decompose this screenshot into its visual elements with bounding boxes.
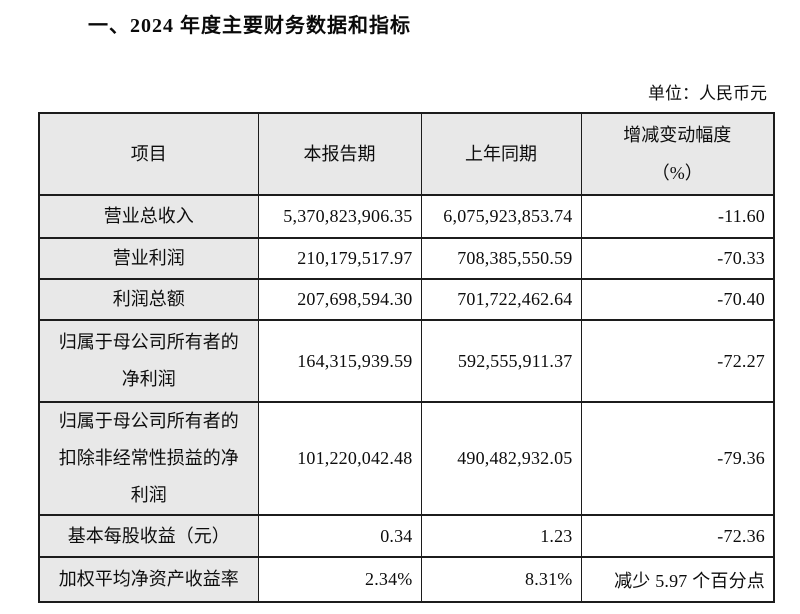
cell-item: 营业利润 <box>38 237 259 280</box>
cell-item: 归属于母公司所有者的 净利润 <box>38 319 259 403</box>
table-row: 加权平均净资产收益率 2.34% 8.31% 减少 5.97 个百分点 <box>38 556 775 603</box>
cell-item: 营业总收入 <box>38 194 259 239</box>
cell-change: -70.40 <box>580 278 775 321</box>
cell-change: -72.36 <box>580 514 775 558</box>
cell-prior-year: 1.23 <box>420 514 582 558</box>
table-row: 利润总额 207,698,594.30 701,722,462.64 -70.4… <box>38 278 775 321</box>
cell-prior-year: 708,385,550.59 <box>420 237 582 280</box>
cell-change: -79.36 <box>580 401 775 516</box>
cell-prior-year: 592,555,911.37 <box>420 319 582 403</box>
cell-prior-year: 8.31% <box>420 556 582 603</box>
cell-change: -11.60 <box>580 194 775 239</box>
table-row: 基本每股收益（元） 0.34 1.23 -72.36 <box>38 514 775 558</box>
cell-prior-year: 6,075,923,853.74 <box>420 194 582 239</box>
cell-change: -72.27 <box>580 319 775 403</box>
cell-current-period: 101,220,042.48 <box>257 401 422 516</box>
table-row: 归属于母公司所有者的 扣除非经常性损益的净 利润 101,220,042.48 … <box>38 401 775 516</box>
table-row: 归属于母公司所有者的 净利润 164,315,939.59 592,555,91… <box>38 319 775 403</box>
cell-item: 加权平均净资产收益率 <box>38 556 259 603</box>
header-change-pct: 增减变动幅度 （%） <box>580 112 775 196</box>
section-title: 一、2024 年度主要财务数据和指标 <box>88 15 411 37</box>
cell-current-period: 210,179,517.97 <box>257 237 422 280</box>
cell-prior-year: 490,482,932.05 <box>420 401 582 516</box>
cell-current-period: 5,370,823,906.35 <box>257 194 422 239</box>
cell-current-period: 207,698,594.30 <box>257 278 422 321</box>
table-header-row: 项目 本报告期 上年同期 增减变动幅度 （%） <box>38 112 775 196</box>
header-prior-year: 上年同期 <box>420 112 582 196</box>
unit-label: 单位：人民币元 <box>648 84 767 103</box>
cell-prior-year: 701,722,462.64 <box>420 278 582 321</box>
table-row: 营业利润 210,179,517.97 708,385,550.59 -70.3… <box>38 237 775 280</box>
cell-item: 基本每股收益（元） <box>38 514 259 558</box>
cell-item: 利润总额 <box>38 278 259 321</box>
cell-current-period: 2.34% <box>257 556 422 603</box>
cell-change: 减少 5.97 个百分点 <box>580 556 775 603</box>
financial-data-table: 项目 本报告期 上年同期 增减变动幅度 （%） 营业总收入 5,370,823,… <box>38 112 775 603</box>
header-current-period: 本报告期 <box>257 112 422 196</box>
cell-current-period: 164,315,939.59 <box>257 319 422 403</box>
cell-change: -70.33 <box>580 237 775 280</box>
cell-item: 归属于母公司所有者的 扣除非经常性损益的净 利润 <box>38 401 259 516</box>
header-item: 项目 <box>38 112 259 196</box>
table-row: 营业总收入 5,370,823,906.35 6,075,923,853.74 … <box>38 194 775 239</box>
cell-current-period: 0.34 <box>257 514 422 558</box>
